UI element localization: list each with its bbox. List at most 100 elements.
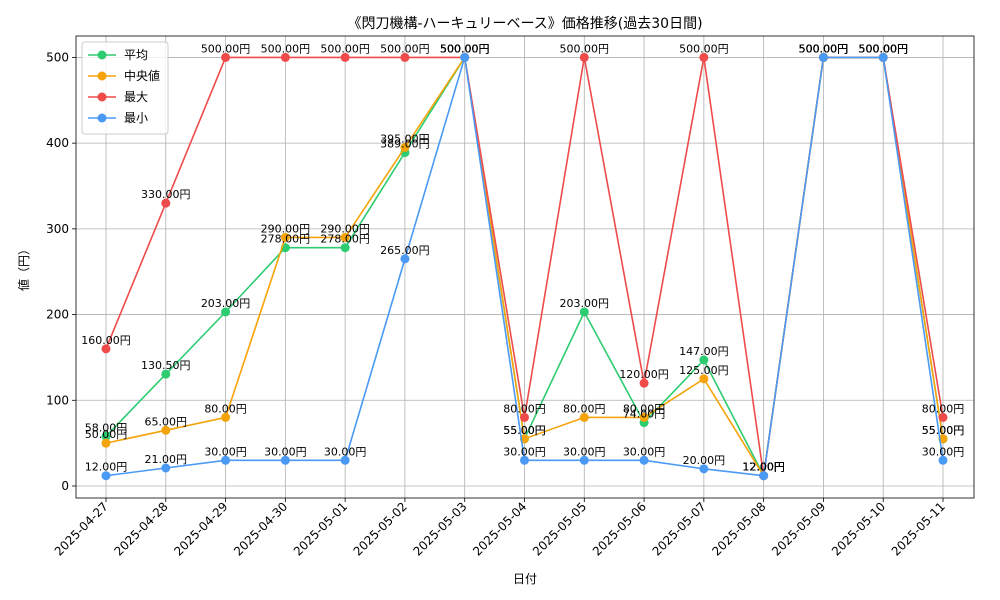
data-point [221,307,231,317]
data-label: 12.00円 [742,461,785,474]
data-point [161,198,171,208]
data-point [400,52,410,62]
data-point [340,52,350,62]
data-label: 30.00円 [264,445,307,458]
data-label: 30.00円 [324,445,367,458]
data-labels: 58.00円 130.50円 203.00円 278.00円 278.00円 389.00… [81,42,964,473]
data-point [938,412,948,422]
data-point [280,455,290,465]
data-label: 74.00円 [623,408,666,421]
data-label: 12.00円 [85,461,128,474]
data-point [161,425,171,435]
data-label: 203.00円 [560,297,610,310]
data-point [878,52,888,62]
x-axis-label: 日付 [513,572,537,586]
legend-label: 平均 [124,48,148,62]
x-tick-label: 2025-05-05 [530,499,589,558]
data-label: 500.00円 [799,42,849,55]
data-label: 500.00円 [858,42,908,55]
data-label: 30.00円 [922,445,965,458]
data-point [699,52,709,62]
data-label: 130.50円 [141,359,191,372]
data-label: 500.00円 [201,42,251,55]
data-point [280,52,290,62]
data-label: 290.00円 [261,222,311,235]
data-point [101,431,111,441]
data-point [400,254,410,264]
data-label: 12.00円 [742,461,785,474]
data-point [340,455,350,465]
data-label: 50.00円 [85,428,128,441]
data-point [520,412,529,422]
data-label: 500.00円 [380,42,430,55]
data-label: 265.00円 [380,244,430,257]
data-point [161,369,171,379]
data-label: 500.00円 [799,42,849,55]
data-label: 55.00円 [922,424,965,437]
data-point [699,374,709,384]
data-label: 58.00円 [85,421,128,434]
data-label: 500.00円 [261,42,311,55]
data-label: 500.00円 [799,42,849,55]
y-tick-label: 100 [46,393,69,407]
data-point [639,455,649,465]
data-label: 30.00円 [563,445,606,458]
data-label: 278.00円 [320,233,370,246]
legend-label: 最大 [124,90,148,104]
x-axis: 2025-04-27 2025-04-28 2025-04-29 2025-04-30… [52,498,948,559]
data-label: 30.00円 [503,445,546,458]
data-label: 30.00円 [623,445,666,458]
data-label: 21.00円 [145,453,188,466]
data-label: 500.00円 [858,42,908,55]
data-point [101,438,111,448]
data-point [460,52,470,62]
data-point [340,232,350,242]
x-tick-label: 2025-05-06 [590,499,649,558]
legend-marker [97,113,107,123]
legend-box [81,41,169,135]
legend-label: 中央値 [124,68,160,83]
data-label: 80.00円 [503,402,546,415]
y-tick-label: 300 [46,222,69,236]
x-tick-label: 2025-05-08 [709,499,768,558]
data-label: 330.00円 [141,188,191,201]
data-point [400,142,410,152]
data-label: 395.00円 [380,132,430,145]
data-point [818,52,828,62]
data-label: 500.00円 [858,42,908,55]
data-label: 160.00円 [81,334,131,347]
x-tick-label: 2025-04-27 [52,499,111,558]
data-label: 80.00円 [623,402,666,415]
y-tick-label: 200 [46,308,69,322]
data-label: 278.00円 [261,233,311,246]
x-tick-label: 2025-05-10 [829,499,888,558]
x-tick-label: 2025-05-02 [351,499,410,558]
data-label: 500.00円 [858,42,908,55]
x-tick-label: 2025-05-01 [291,499,350,558]
data-label: 80.00円 [922,402,965,415]
data-point [759,471,769,481]
series-layer [101,52,948,481]
data-label: 500.00円 [320,42,370,55]
x-tick-label: 2025-05-11 [889,499,948,558]
data-label: 55.00円 [503,424,546,437]
data-point [699,464,709,474]
data-point [161,463,171,473]
data-label: 389.00円 [380,138,430,151]
data-label: 55.00円 [922,424,965,437]
data-label: 80.00円 [204,402,247,415]
data-label: 500.00円 [440,42,490,55]
y-tick-label: 500 [46,50,69,64]
x-tick-label: 2025-05-09 [769,499,828,558]
data-label: 290.00円 [320,222,370,235]
data-point [579,412,589,422]
data-point [221,455,231,465]
data-label: 55.00円 [503,424,546,437]
data-label: 500.00円 [440,42,490,55]
data-label: 30.00円 [204,445,247,458]
legend-marker [97,92,107,102]
data-point [639,378,649,388]
data-point [101,471,111,481]
